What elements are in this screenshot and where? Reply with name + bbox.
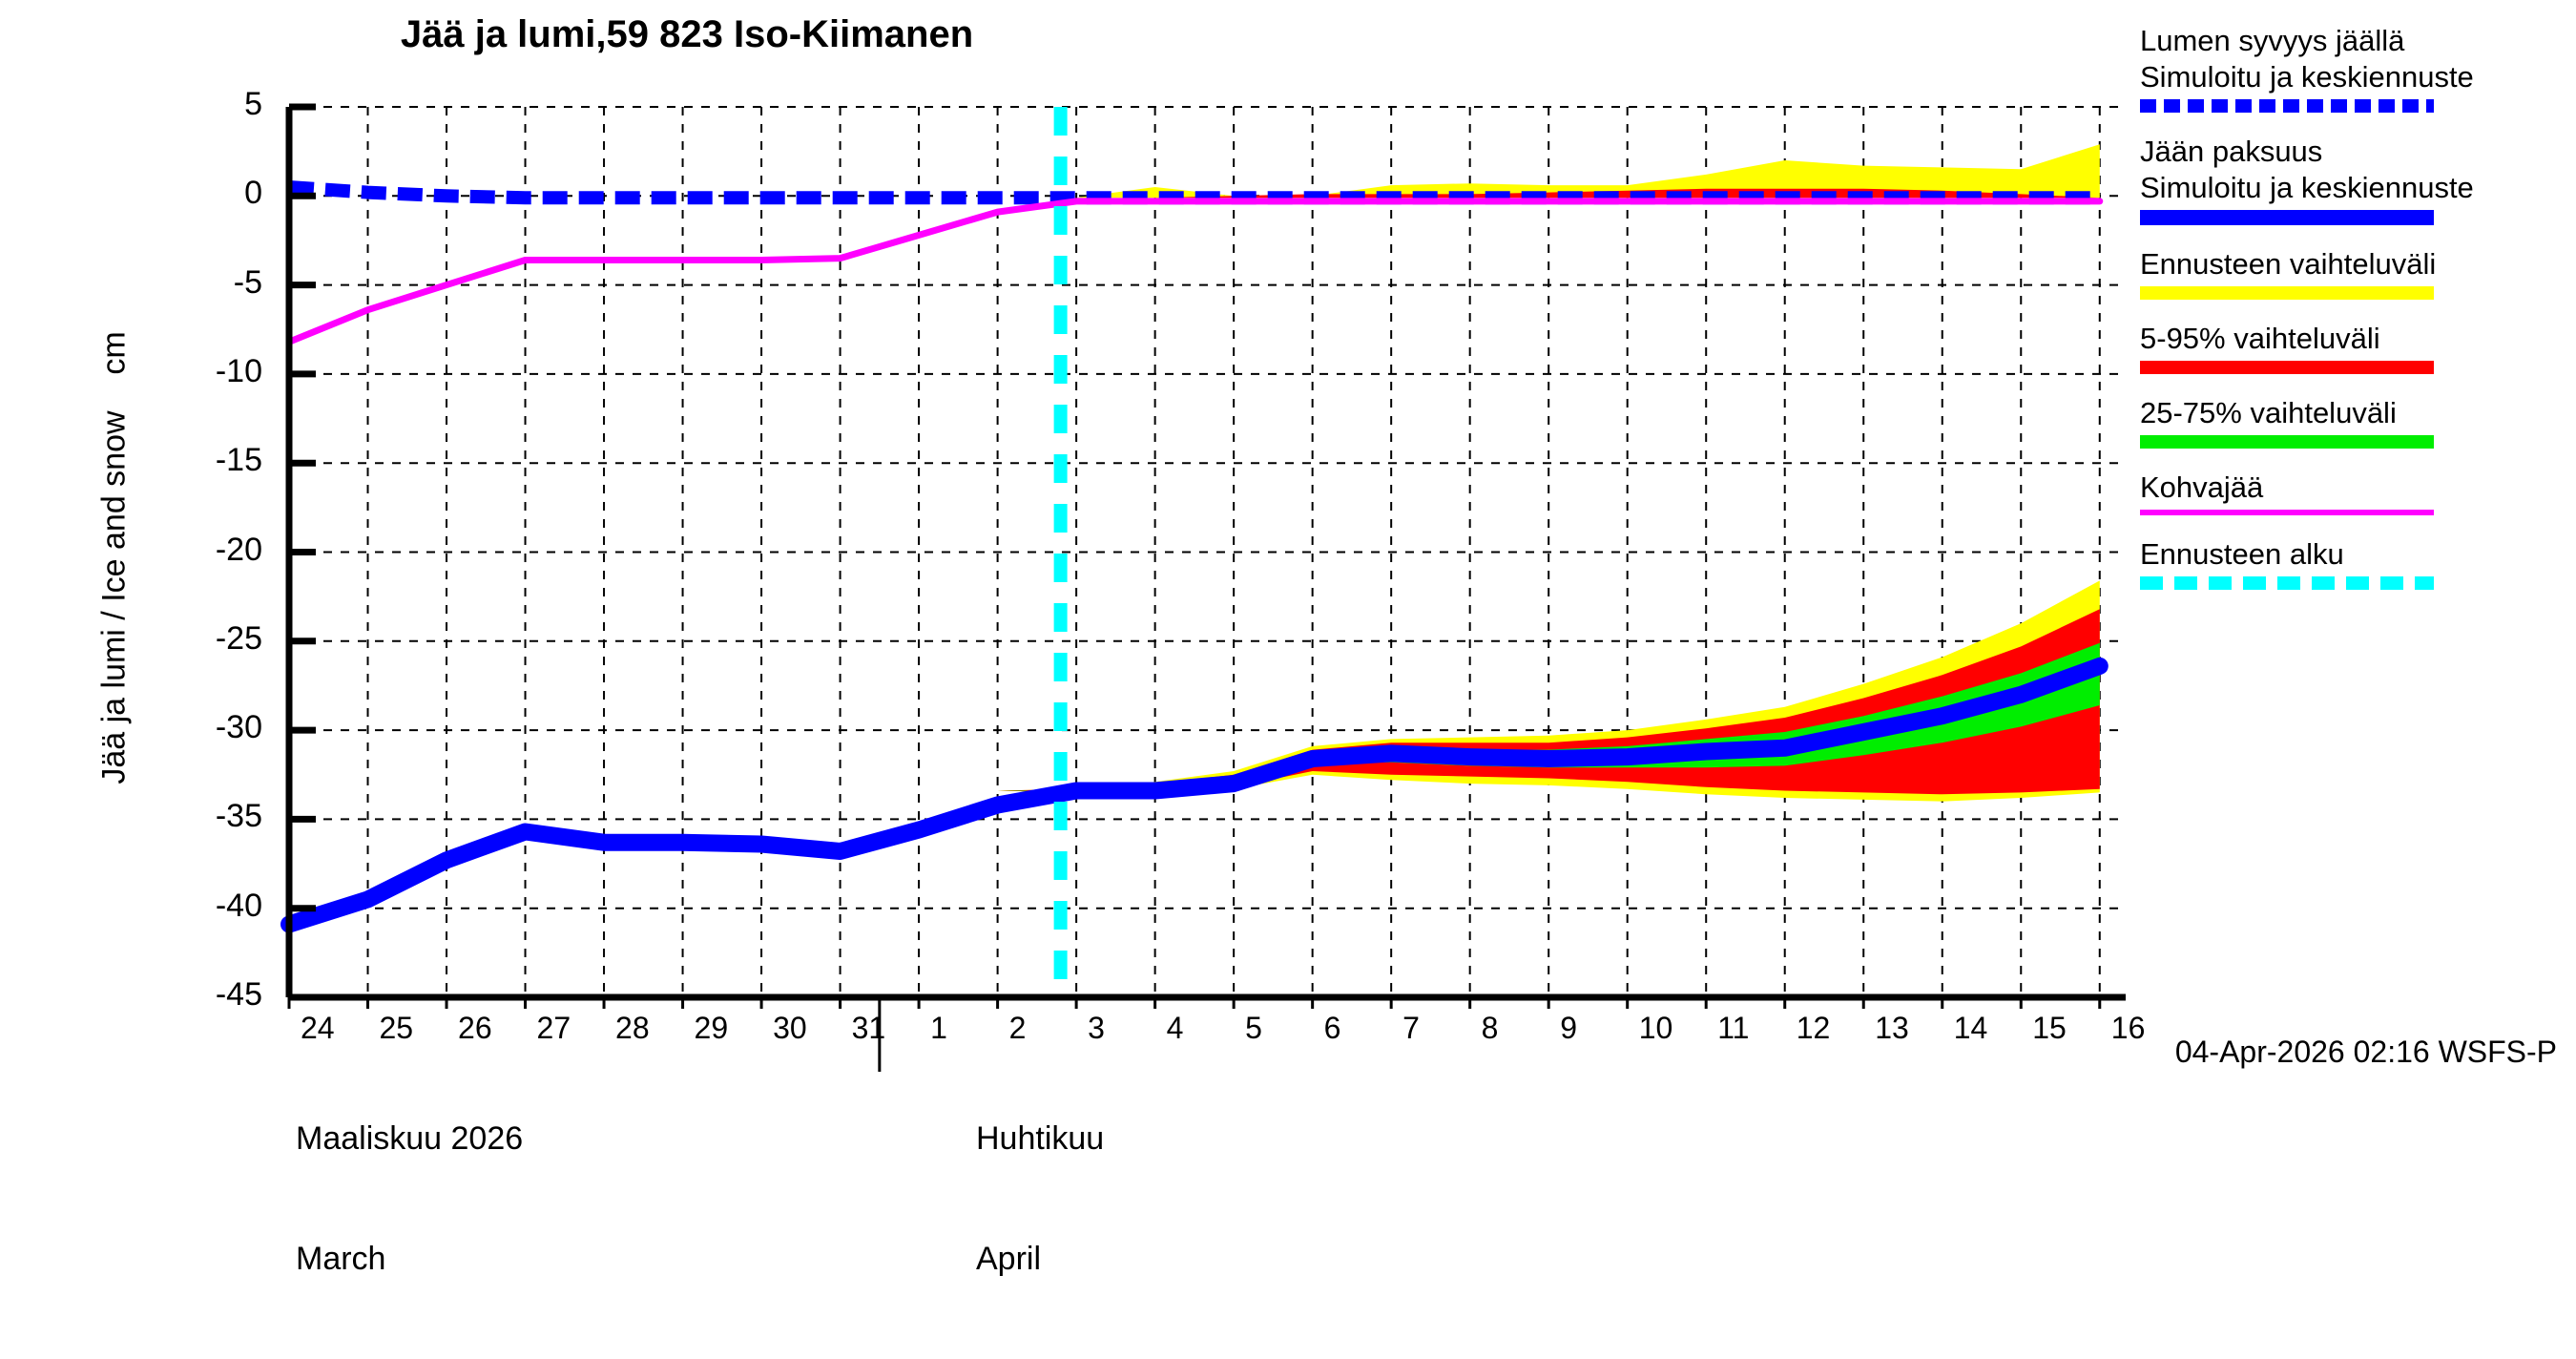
x-tick-label: 10 (1638, 1011, 1673, 1045)
y-tick-label: -10 (215, 352, 262, 389)
legend-item-1: Jään paksuus Simuloitu ja keskiennuste (2140, 134, 2576, 225)
y-tick-label: -45 (215, 976, 262, 1013)
y-tick-label: -30 (215, 709, 262, 746)
legend-swatch-magenta-icon (2140, 510, 2434, 515)
legend-swatch-green-icon (2140, 435, 2434, 449)
x-tick-label: 16 (2110, 1011, 2146, 1045)
chart-legend: Lumen syvyys jäällä Simuloitu ja keskienn… (2140, 23, 2576, 611)
legend-swatch-dashed-cyan-icon (2140, 576, 2434, 590)
x-tick-label: 13 (1875, 1011, 1909, 1045)
x-tick-label: 15 (2032, 1011, 2067, 1045)
footer-timestamp: 04-Apr-2026 02:16 WSFS-P (2174, 1035, 2557, 1069)
legend-item-title: Ennusteen vaihteluväli (2140, 247, 2437, 281)
chart-page: Jää ja lumi,59 823 Iso-Kiimanen Jää ja l… (95, 13, 2576, 1277)
legend-item-4: 25-75% vaihteluväli (2140, 395, 2576, 449)
x-tick-label: 25 (379, 1011, 414, 1045)
legend-item-5: Kohvajää (2140, 470, 2576, 515)
snow-band-forecast-range (997, 144, 2100, 199)
y-axis-label: Jää ja lumi / Ice and snow cm (95, 331, 133, 784)
x-tick-label: 28 (615, 1011, 650, 1045)
series-line-1 (280, 657, 2109, 933)
x-tick-label: 6 (1323, 1011, 1341, 1045)
legend-item-title: Kohvajää (2140, 470, 2264, 504)
x-tick-label: 4 (1166, 1011, 1184, 1045)
x-tick-label: 2 (1008, 1011, 1027, 1045)
ice-band-25-75 (997, 642, 2100, 793)
x-tick-label: 3 (1088, 1011, 1105, 1045)
legend-item-2: Ennusteen vaihteluväli (2140, 246, 2576, 300)
x-tick-label: 14 (1953, 1011, 1988, 1045)
x-tick-label: 24 (301, 1011, 335, 1045)
x-tick-label: 9 (1560, 1011, 1577, 1045)
legend-item-3: 5-95% vaihteluväli (2140, 321, 2576, 374)
series-line-2 (285, 198, 2104, 345)
y-tick-label: -15 (215, 442, 262, 479)
page-title: Jää ja lumi,59 823 Iso-Kiimanen (400, 13, 974, 55)
legend-item-subtitle: Simuloitu ja keskiennuste (2140, 60, 2474, 94)
x-tick-label: 30 (773, 1011, 807, 1045)
y-tick-label: 0 (244, 175, 262, 212)
y-tick-label: -35 (215, 798, 262, 835)
x-tick-label: 5 (1245, 1011, 1262, 1045)
chart-svg (280, 103, 2126, 1072)
legend-swatch-dashed-blue-icon (2140, 99, 2434, 113)
legend-swatch-red-icon (2140, 361, 2434, 374)
legend-item-0: Lumen syvyys jäällä Simuloitu ja keskienn… (2140, 23, 2576, 113)
x-group-march-fi: Maaliskuu 2026 (296, 1120, 524, 1157)
x-tick-label: 11 (1717, 1011, 1750, 1045)
x-group-april-fi: Huhtikuu (976, 1120, 1105, 1157)
legend-item-title: Lumen syvyys jäällä (2140, 24, 2405, 57)
x-group-march: Maaliskuu 2026 March (296, 1038, 523, 1359)
x-tick-label: 26 (458, 1011, 492, 1045)
y-tick-label: 5 (244, 86, 262, 122)
y-tick-label: -5 (233, 263, 262, 301)
x-group-april-en: April (976, 1241, 1042, 1277)
y-tick-label: -40 (215, 887, 262, 924)
legend-swatch-yellow-icon (2140, 286, 2434, 300)
y-tick-label: -25 (215, 619, 262, 657)
x-tick-label: 31 (851, 1011, 886, 1045)
legend-item-title: 25-75% vaihteluväli (2140, 396, 2397, 429)
legend-item-subtitle: Simuloitu ja keskiennuste (2140, 171, 2474, 204)
y-tick-label: -20 (215, 531, 262, 568)
x-group-march-en: March (296, 1241, 386, 1277)
x-tick-label: 12 (1796, 1011, 1831, 1045)
x-tick-label: 7 (1402, 1011, 1420, 1045)
legend-item-title: Ennusteen alku (2140, 537, 2344, 571)
x-group-april: Huhtikuu April (976, 1038, 1104, 1359)
x-tick-label: 29 (694, 1011, 729, 1045)
legend-item-6: Ennusteen alku (2140, 536, 2576, 590)
legend-item-title: Jään paksuus (2140, 135, 2323, 168)
legend-swatch-blue-icon (2140, 210, 2434, 225)
series-line-0 (288, 180, 2100, 205)
x-tick-label: 27 (536, 1011, 571, 1045)
grid-lines (288, 106, 2126, 998)
x-tick-label: 8 (1481, 1011, 1499, 1045)
x-tick-label: 1 (930, 1011, 947, 1045)
plot-area (280, 103, 2126, 1072)
legend-item-title: 5-95% vaihteluväli (2140, 322, 2380, 355)
